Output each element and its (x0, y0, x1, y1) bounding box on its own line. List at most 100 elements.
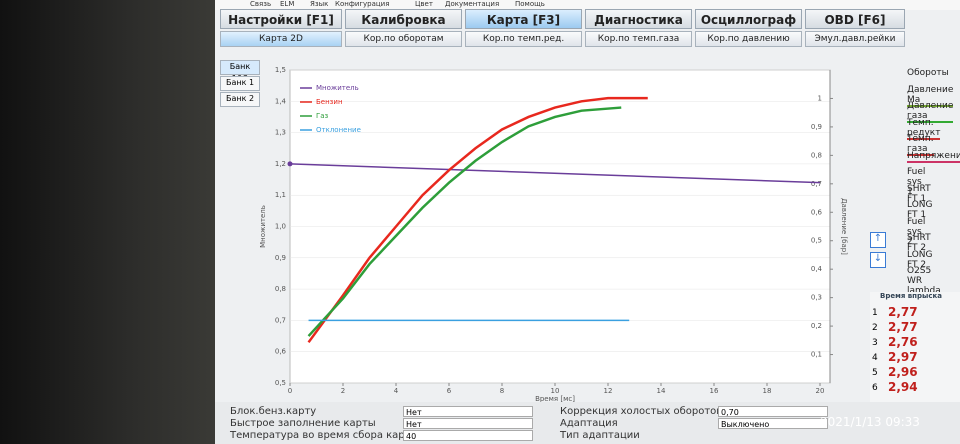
param-item[interactable]: LONG FT 1 (907, 200, 933, 220)
y-tick-label: 1,4 (275, 97, 287, 105)
arrow-down-button[interactable]: ↓ (870, 252, 886, 268)
injector-time: 2,97 (888, 350, 918, 364)
tab[interactable]: Диагностика [F4] (585, 9, 692, 47)
param-item[interactable]: Напряжение (907, 151, 960, 163)
injector-time: 2,76 (888, 335, 918, 349)
tab[interactable]: Осциллограф [F5] (695, 9, 802, 47)
settings-form: Блок.бенз.карту Нет Быстрое заполнение кар… (215, 402, 960, 444)
subtab[interactable]: Кор.по темп.газа (585, 31, 692, 47)
injector-time: 2,77 (888, 320, 918, 334)
legend-label: Газ (316, 112, 329, 120)
param-item[interactable]: LONG FT 2 (907, 249, 933, 270)
chart: 0,50,60,70,80,91,01,11,21,31,41,50 2 4 6 8 10… (259, 66, 848, 403)
y2-tick-label: 0,3 (811, 294, 822, 302)
param-item[interactable]: Fuel sys 1 (907, 167, 926, 197)
form-value[interactable]: Нет (403, 418, 533, 429)
tab[interactable]: Калибровка [F2] (345, 9, 462, 47)
y-tick-label: 0,8 (275, 285, 286, 293)
bank-button[interactable]: Банк 1 (220, 76, 260, 91)
injector-index: 1 (872, 308, 878, 318)
menu-item[interactable]: Связь (250, 0, 272, 8)
bank-button[interactable]: Банк 2 (220, 92, 260, 107)
y-tick-label: 1,1 (275, 191, 286, 199)
y2-tick-label: 0,5 (811, 237, 822, 245)
subtab[interactable]: Эмул.давл.рейки (805, 31, 905, 47)
y-tick-label: 0,6 (275, 348, 287, 356)
x-tick-label: 12 (604, 387, 613, 395)
injector-time: 2,96 (888, 365, 918, 379)
menu-item[interactable]: Конфигурация (335, 0, 390, 8)
menu-item[interactable]: Помощь (515, 0, 545, 8)
param-item[interactable]: Темп. газа (907, 134, 934, 156)
y2-tick-label: 0,1 (811, 351, 822, 359)
bezel (0, 0, 215, 444)
legend-label: Бензин (316, 98, 343, 106)
x-tick-label: 16 (710, 387, 719, 395)
menu-item[interactable]: Документация (445, 0, 500, 8)
param-item[interactable]: SHRT FT 1 (907, 183, 931, 204)
legend-label: Отклонение (316, 126, 361, 134)
bank-button[interactable]: Банк 1&2 (220, 60, 260, 83)
form-label: Блок.бенз.карту (230, 406, 317, 417)
x-tick-label: 18 (763, 387, 772, 395)
tab-bar: Настройки [F1]Калибровка [F2]Карта [F3]Д… (215, 9, 960, 53)
y-tick-label: 0,7 (275, 316, 286, 324)
param-item[interactable]: Давление газа (907, 101, 954, 123)
y2-tick-label: 0,6 (811, 208, 823, 216)
injector-index: 2 (872, 323, 878, 333)
tab[interactable]: Настройки [F1] (220, 9, 342, 29)
series-line (307, 96, 648, 344)
injector-time: 2,77 (888, 305, 918, 319)
tab[interactable]: Карта [F3] (465, 9, 582, 29)
tab[interactable]: OBD [F6] (805, 9, 905, 29)
menu-item[interactable]: Цвет (415, 0, 433, 8)
x-tick-label: 4 (394, 387, 399, 395)
form-label: Тип адаптации (560, 430, 640, 441)
menu-item[interactable]: ELM (280, 0, 295, 8)
x-tick-label: 14 (657, 387, 666, 395)
injector-table: Время впрыска 1 2,77 2 2,77 3 2,76 4 2,97 5 2,96 6… (870, 292, 960, 402)
param-item[interactable]: Обороты (907, 68, 949, 78)
y2-axis-label: Давление [бар] (840, 198, 848, 255)
param-item[interactable]: SHRT FT 2 (907, 233, 931, 253)
injector-index: 6 (872, 383, 878, 393)
y2-tick-label: 0,7 (811, 180, 822, 188)
form-value[interactable]: Выключено (718, 418, 828, 429)
form-label: Быстрое заполнение карты (230, 418, 376, 429)
menu-item[interactable]: Язык (310, 0, 329, 8)
menu-bar: Связь ELM Язык Конфигурация Цвет Документация… (215, 0, 960, 10)
arrow-up-button[interactable]: ↑ (870, 232, 886, 248)
subtab[interactable]: Кор.по давлению (695, 31, 802, 47)
injector-index: 5 (872, 368, 878, 378)
injector-index: 4 (872, 353, 878, 363)
form-value[interactable]: 0,70 (718, 406, 828, 417)
form-label: Коррекция холостых оборотов (560, 406, 723, 417)
y2-tick-label: 0,8 (811, 151, 822, 159)
injector-index: 3 (872, 338, 878, 348)
y-tick-label: 1,0 (275, 223, 286, 231)
y2-tick-label: 0,9 (811, 123, 822, 131)
param-item[interactable]: Fuel sys 2 (907, 216, 926, 247)
subtab[interactable]: Кор.по оборотам (345, 31, 462, 47)
form-value[interactable]: Нет (403, 406, 533, 417)
y-tick-label: 1,5 (275, 66, 286, 74)
injector-header: Время впрыска (880, 292, 942, 300)
x-tick-label: 8 (500, 387, 504, 395)
x-tick-label: 20 (816, 387, 825, 395)
series-point (287, 161, 293, 167)
timestamp: 2021/1/13 09:33 (820, 415, 920, 429)
y2-tick-label: 0,2 (811, 322, 822, 330)
x-tick-label: 6 (447, 387, 452, 395)
form-value[interactable]: 40 (403, 430, 533, 441)
subtab[interactable]: Карта 2D (220, 31, 342, 47)
x-tick-label: 0 (288, 387, 292, 395)
form-label: Температура во время сбора карт (230, 430, 411, 441)
y-tick-label: 0,9 (275, 254, 286, 262)
subtab[interactable]: Кор.по темп.ред. (465, 31, 582, 47)
param-item[interactable]: Давление Ма (907, 84, 954, 107)
param-item[interactable]: O2S5 WR lambda (907, 266, 941, 296)
series-line (289, 163, 821, 184)
param-item[interactable]: Темп. редукт (907, 117, 941, 140)
y2-tick-label: 0,4 (811, 265, 823, 273)
